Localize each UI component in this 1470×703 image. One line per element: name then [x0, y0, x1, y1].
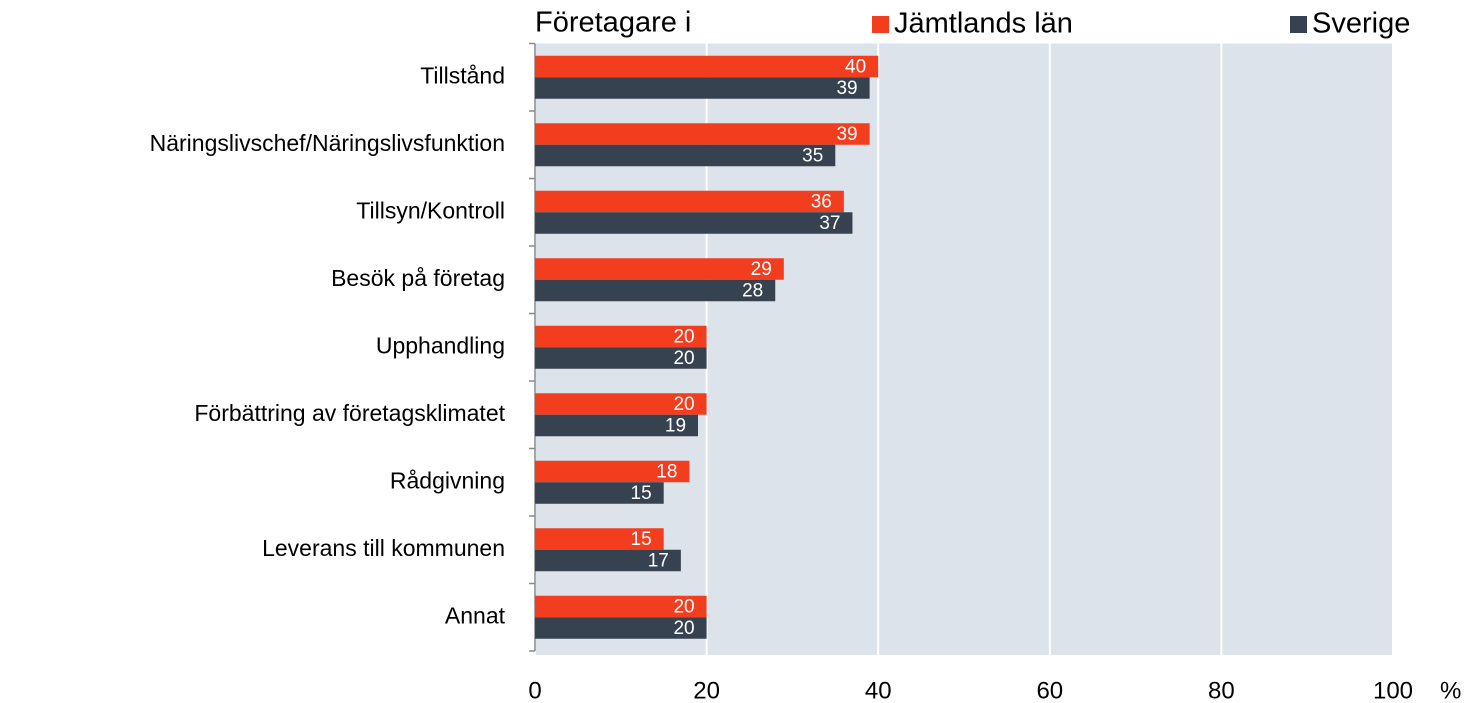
y-tick-label: Rådgivning	[390, 467, 505, 493]
y-tick-label: Upphandling	[376, 332, 505, 358]
y-tick-label: Annat	[445, 602, 506, 628]
y-tick-label: Leverans till kommunen	[262, 535, 505, 561]
data-label: 15	[631, 483, 652, 504]
bar	[535, 279, 776, 302]
bar	[535, 528, 664, 550]
legend-swatch	[872, 16, 889, 33]
bar	[535, 460, 690, 483]
bar	[535, 414, 699, 437]
bar	[535, 549, 681, 572]
x-tick-label: 80	[1208, 677, 1235, 703]
legend-label: Sverige	[1312, 8, 1410, 40]
bar	[535, 258, 784, 280]
x-tick-label: 0	[528, 677, 541, 703]
bar	[535, 212, 853, 234]
bar	[535, 347, 707, 369]
x-tick-label: 100	[1373, 677, 1413, 703]
bar	[535, 77, 870, 99]
data-label: 20	[673, 394, 694, 415]
data-label: 20	[673, 348, 694, 369]
y-tick-label: Näringslivschef/Näringslivsfunktion	[150, 130, 505, 156]
bar	[535, 190, 844, 213]
bar	[535, 325, 707, 348]
bar	[535, 144, 836, 167]
x-tick-label: 40	[865, 677, 892, 703]
x-tick-label: 60	[1036, 677, 1063, 703]
legend-swatch	[1290, 16, 1307, 33]
y-tick-label: Förbättring av företagsklimatet	[194, 400, 505, 426]
data-label: 28	[742, 281, 763, 302]
data-label: 36	[811, 192, 832, 213]
data-label: 29	[751, 259, 772, 280]
data-label: 39	[836, 78, 857, 99]
legend-label: Jämtlands län	[894, 8, 1073, 40]
x-axis-label: %	[1440, 677, 1461, 703]
data-label: 20	[673, 597, 694, 618]
data-label: 20	[673, 327, 694, 348]
x-tick-label: 20	[693, 677, 720, 703]
data-label: 15	[631, 529, 652, 550]
data-label: 35	[802, 146, 823, 167]
chart-title: Företagare i	[535, 7, 691, 39]
bar	[535, 595, 707, 618]
y-tick-label: Tillsyn/Kontroll	[356, 197, 505, 223]
data-label: 39	[836, 124, 857, 145]
y-tick-label: Tillstånd	[420, 62, 505, 88]
data-label: 40	[845, 57, 866, 78]
data-label: 19	[665, 416, 686, 437]
bar	[535, 617, 707, 639]
bar	[535, 55, 879, 78]
data-label: 17	[648, 551, 669, 572]
data-label: 20	[673, 618, 694, 639]
data-label: 37	[819, 213, 840, 234]
data-label: 18	[656, 462, 677, 483]
bar	[535, 393, 707, 415]
bar	[535, 123, 870, 145]
y-tick-label: Besök på företag	[331, 265, 505, 291]
bar	[535, 482, 664, 504]
